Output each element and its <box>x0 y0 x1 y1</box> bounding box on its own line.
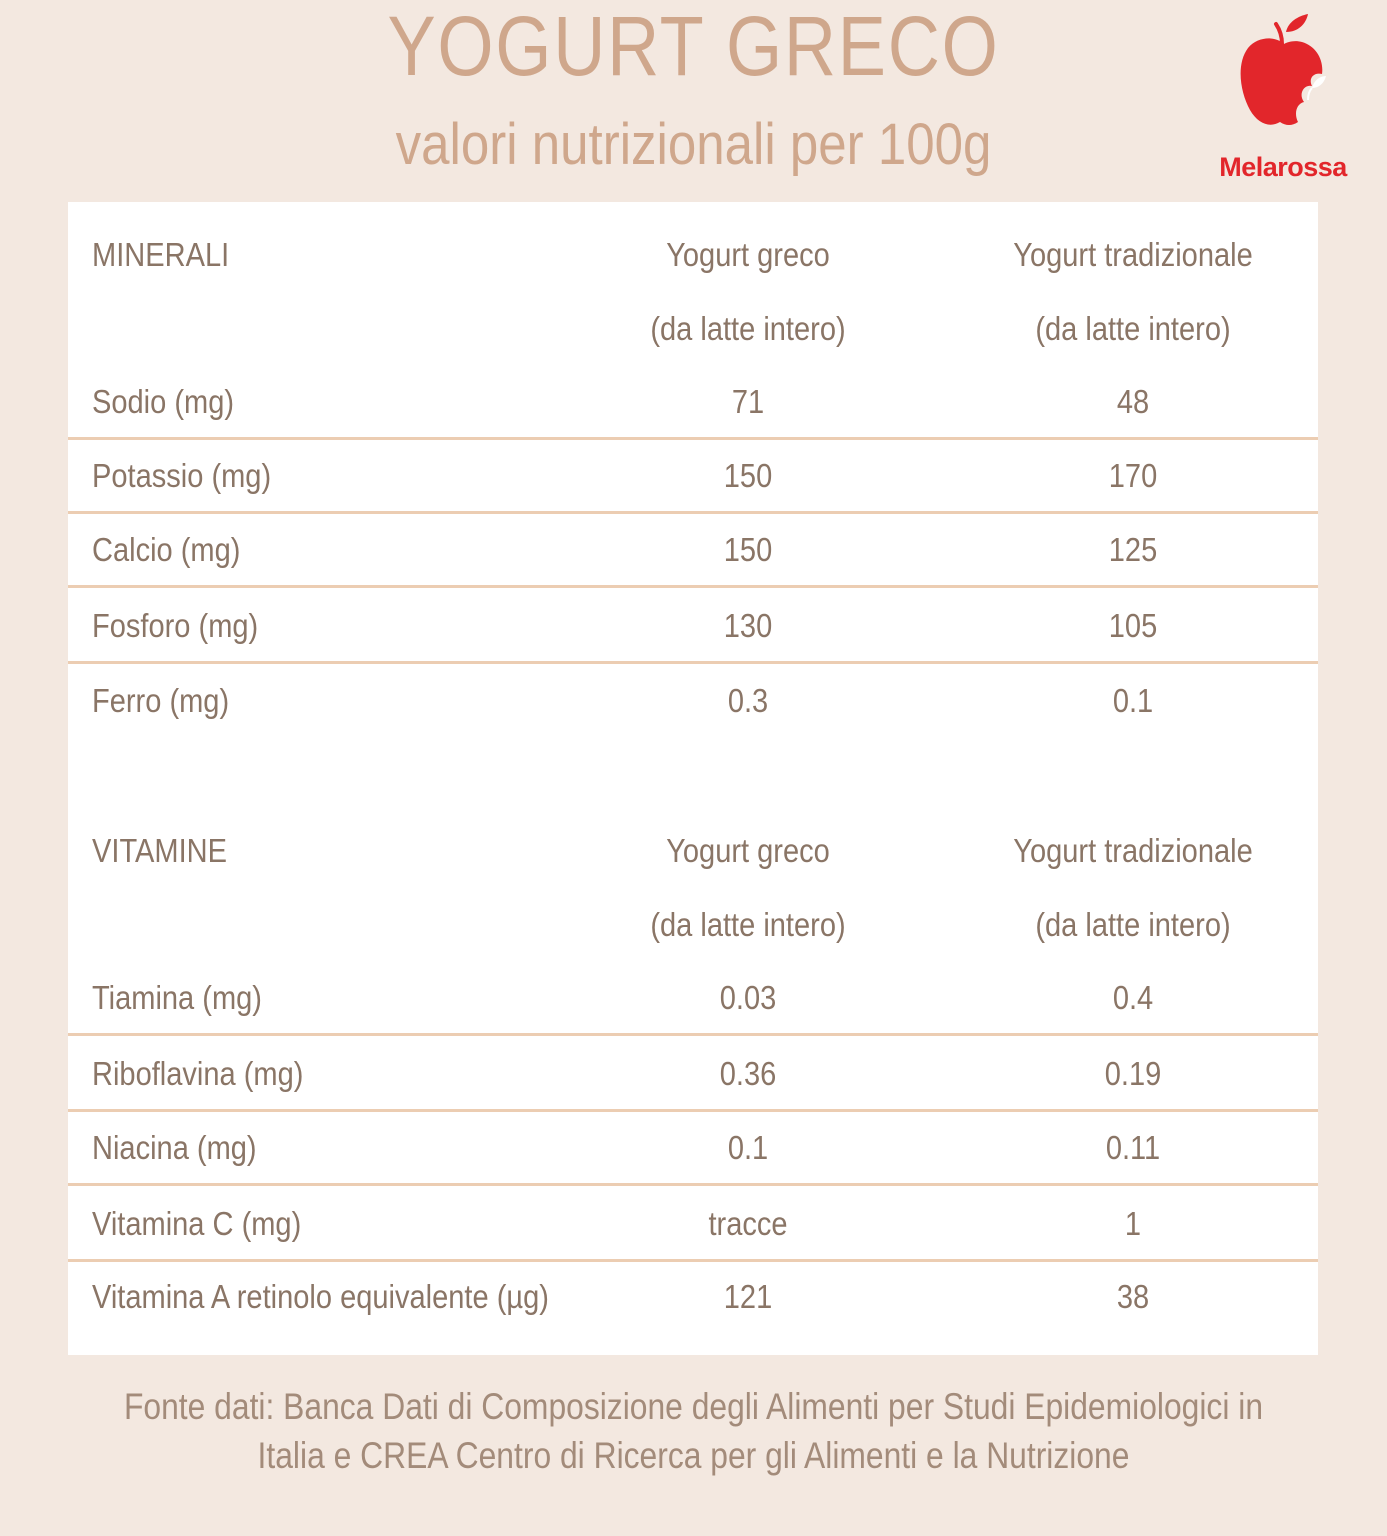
minerali-header-row: MINERALI Yogurt greco Yogurt tradizional… <box>68 218 1318 292</box>
table-row: Fosforo (mg) 130 105 <box>68 590 1318 664</box>
brand-logo: Melarossa <box>1208 14 1358 182</box>
column-header: Yogurt greco <box>666 832 830 869</box>
table-row: Potassio (mg) 150 170 <box>68 440 1318 514</box>
nutrient-name: Potassio (mg) <box>92 456 272 494</box>
nutrient-name: Vitamina C (mg) <box>92 1204 302 1242</box>
section-label: VITAMINE <box>92 832 227 869</box>
page-title: YOGURT GRECO <box>387 0 1000 93</box>
tradizionale-value: 105 <box>1108 606 1158 644</box>
table-row: Calcio (mg) 150 125 <box>68 514 1318 588</box>
greco-value: 0.03 <box>719 978 777 1016</box>
table-row: Riboflavina (mg) 0.36 0.19 <box>68 1038 1318 1112</box>
vitamine-subheader-row: (da latte intero) (da latte intero) <box>68 888 1318 962</box>
column-header: Yogurt tradizionale <box>1013 832 1253 869</box>
brand-name: Melarossa <box>1219 152 1347 182</box>
tradizionale-value: 0.1 <box>1112 682 1154 719</box>
nutrient-name: Sodio (mg) <box>92 382 235 420</box>
source-note: Fonte dati: Banca Dati di Composizione d… <box>0 1382 1387 1480</box>
greco-value: tracce <box>708 1204 788 1242</box>
tradizionale-value: 38 <box>1116 1278 1150 1315</box>
greco-value: 0.3 <box>727 682 769 719</box>
table-row: Ferro (mg) 0.3 0.1 <box>68 664 1318 738</box>
source-line-1: Fonte dati: Banca Dati di Composizione d… <box>123 1386 1264 1427</box>
column-subheader: (da latte intero) <box>650 906 846 943</box>
nutrient-name: Niacina (mg) <box>92 1128 257 1166</box>
tradizionale-value: 0.11 <box>1105 1128 1161 1166</box>
table-row: Vitamina A retinolo equivalente (µg) 121… <box>68 1260 1318 1334</box>
column-header: Yogurt greco <box>666 236 830 273</box>
column-header: Yogurt tradizionale <box>1013 236 1253 273</box>
section-label: MINERALI <box>92 236 230 273</box>
table-row: Tiamina (mg) 0.03 0.4 <box>68 962 1318 1036</box>
nutrient-name: Riboflavina (mg) <box>92 1054 304 1092</box>
tradizionale-value: 0.19 <box>1104 1054 1162 1092</box>
tradizionale-value: 125 <box>1108 530 1158 568</box>
tradizionale-value: 48 <box>1116 382 1150 420</box>
tradizionale-value: 170 <box>1108 456 1158 494</box>
greco-value: 150 <box>723 456 773 494</box>
minerali-subheader-row: (da latte intero) (da latte intero) <box>68 292 1318 366</box>
nutrient-name: Fosforo (mg) <box>92 606 259 644</box>
page-subtitle: valori nutrizionali per 100g <box>395 112 992 177</box>
tradizionale-value: 1 <box>1124 1204 1142 1242</box>
greco-value: 0.36 <box>719 1054 777 1092</box>
greco-value: 121 <box>723 1278 773 1315</box>
greco-value: 71 <box>731 382 765 420</box>
nutrition-table: MINERALI Yogurt greco Yogurt tradizional… <box>68 202 1318 1355</box>
table-row: Niacina (mg) 0.1 0.11 <box>68 1112 1318 1186</box>
nutrient-name: Ferro (mg) <box>92 682 230 719</box>
greco-value: 130 <box>723 606 773 644</box>
greco-value: 150 <box>723 530 773 568</box>
nutrient-name: Tiamina (mg) <box>92 978 262 1016</box>
nutrient-name: Calcio (mg) <box>92 530 241 568</box>
tradizionale-value: 0.4 <box>1112 978 1154 1016</box>
source-line-2: Italia e CREA Centro di Ricerca per gli … <box>257 1435 1130 1476</box>
table-row: Sodio (mg) 71 48 <box>68 366 1318 440</box>
column-subheader: (da latte intero) <box>1035 310 1231 347</box>
column-subheader: (da latte intero) <box>650 310 846 347</box>
greco-value: 0.1 <box>727 1128 769 1166</box>
column-subheader: (da latte intero) <box>1035 906 1231 943</box>
apple-logo-icon <box>1240 14 1326 125</box>
nutrient-name: Vitamina A retinolo equivalente (µg) <box>92 1278 549 1315</box>
table-row: Vitamina C (mg) tracce 1 <box>68 1188 1318 1262</box>
vitamine-header-row: VITAMINE Yogurt greco Yogurt tradizional… <box>68 814 1318 888</box>
